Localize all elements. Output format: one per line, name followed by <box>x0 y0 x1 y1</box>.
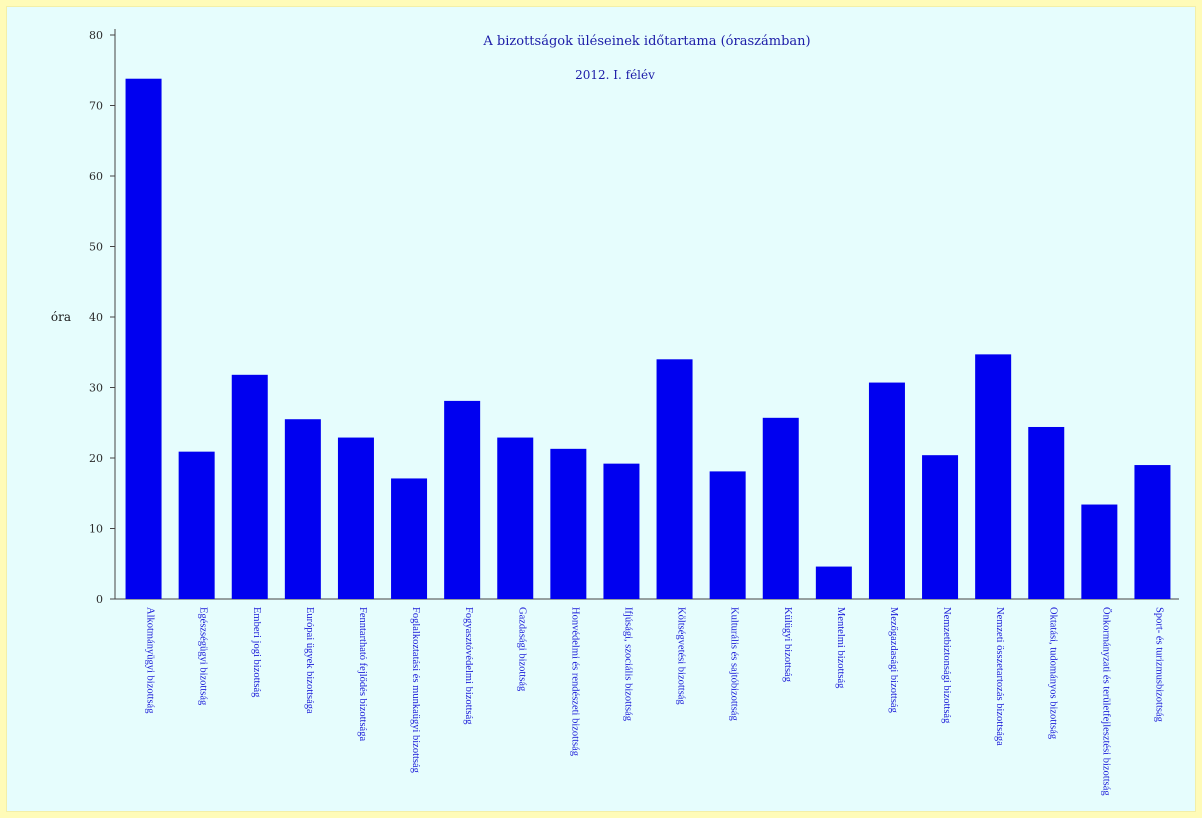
bar <box>922 455 959 599</box>
category-label: Alkotmányügyi bizottság <box>145 607 156 714</box>
bar <box>497 437 534 599</box>
category-label: Gazdasági bizottság <box>516 607 527 692</box>
y-tick-label: 0 <box>96 593 103 606</box>
chart-title: A bizottságok üléseinek időtartama (óras… <box>482 34 810 49</box>
bar <box>391 478 428 599</box>
category-label: Emberi jogi bizottság <box>251 607 262 698</box>
bars <box>125 78 1171 599</box>
bar-chart: A bizottságok üléseinek időtartama (óras… <box>51 29 1179 796</box>
category-label: Nemzetbiztonsági bizottság <box>941 607 952 724</box>
category-label: Költségvetési bizottság <box>676 607 687 705</box>
category-label: Fenntartható fejlődés bizottsága <box>357 607 368 741</box>
y-tick-label: 10 <box>89 523 103 536</box>
chart-frame: A bizottságok üléseinek időtartama (óras… <box>6 6 1196 812</box>
category-label: Fogyasztóvédelmi bizottság <box>463 607 474 725</box>
bar <box>444 400 481 599</box>
bar <box>762 417 799 599</box>
y-tick-label: 30 <box>89 382 103 395</box>
y-tick-label: 70 <box>89 100 103 113</box>
category-label: Önkormányzati és területfejlesztési bizo… <box>1100 607 1112 796</box>
y-axis-ticks: 0 10 20 30 40 50 60 70 80 <box>89 29 115 606</box>
bar <box>284 419 321 599</box>
category-label: Ifjúsági, szociális bizottság <box>622 607 633 722</box>
bar <box>337 437 374 599</box>
category-label: Egészségügyi bizottság <box>198 607 209 706</box>
bar <box>1134 465 1171 599</box>
bar <box>656 359 693 599</box>
y-tick-label: 80 <box>89 29 103 42</box>
bar <box>1028 426 1065 599</box>
chart-subtitle: 2012. I. félév <box>575 68 655 82</box>
bar <box>709 471 746 599</box>
bar <box>231 374 268 599</box>
y-tick-label: 50 <box>89 241 103 254</box>
category-label: Nemzeti összetartozás bizottsága <box>994 607 1005 746</box>
category-labels: Alkotmányügyi bizottság Egészségügyi bizo… <box>145 607 1165 796</box>
bar <box>550 448 587 599</box>
y-tick-label: 40 <box>89 311 103 324</box>
category-label: Foglalkoztatási és munkaügyi bizottság <box>410 607 421 774</box>
category-label: Mentelmi bizottság <box>835 607 846 689</box>
bar <box>975 354 1012 599</box>
bar <box>868 382 905 599</box>
bar <box>603 463 640 599</box>
category-label: Honvédelmi és rendészeti bizottság <box>569 607 580 757</box>
category-label: Sport- és turizmusbizottság <box>1153 607 1164 723</box>
bar <box>1081 504 1118 599</box>
bar <box>815 566 852 599</box>
bar <box>178 451 215 599</box>
y-axis-label: óra <box>51 310 71 324</box>
category-label: Mezőgazdasági bizottság <box>888 607 899 714</box>
y-tick-label: 60 <box>89 170 103 183</box>
category-label: Európai ügyek bizottsága <box>304 607 315 714</box>
category-label: Oktatási, tudományos bizottság <box>1047 607 1058 740</box>
bar <box>125 78 162 599</box>
category-label: Külügyi bizottság <box>782 607 793 683</box>
y-tick-label: 20 <box>89 452 103 465</box>
category-label: Kulturális és sajtóbizottság <box>729 607 740 721</box>
